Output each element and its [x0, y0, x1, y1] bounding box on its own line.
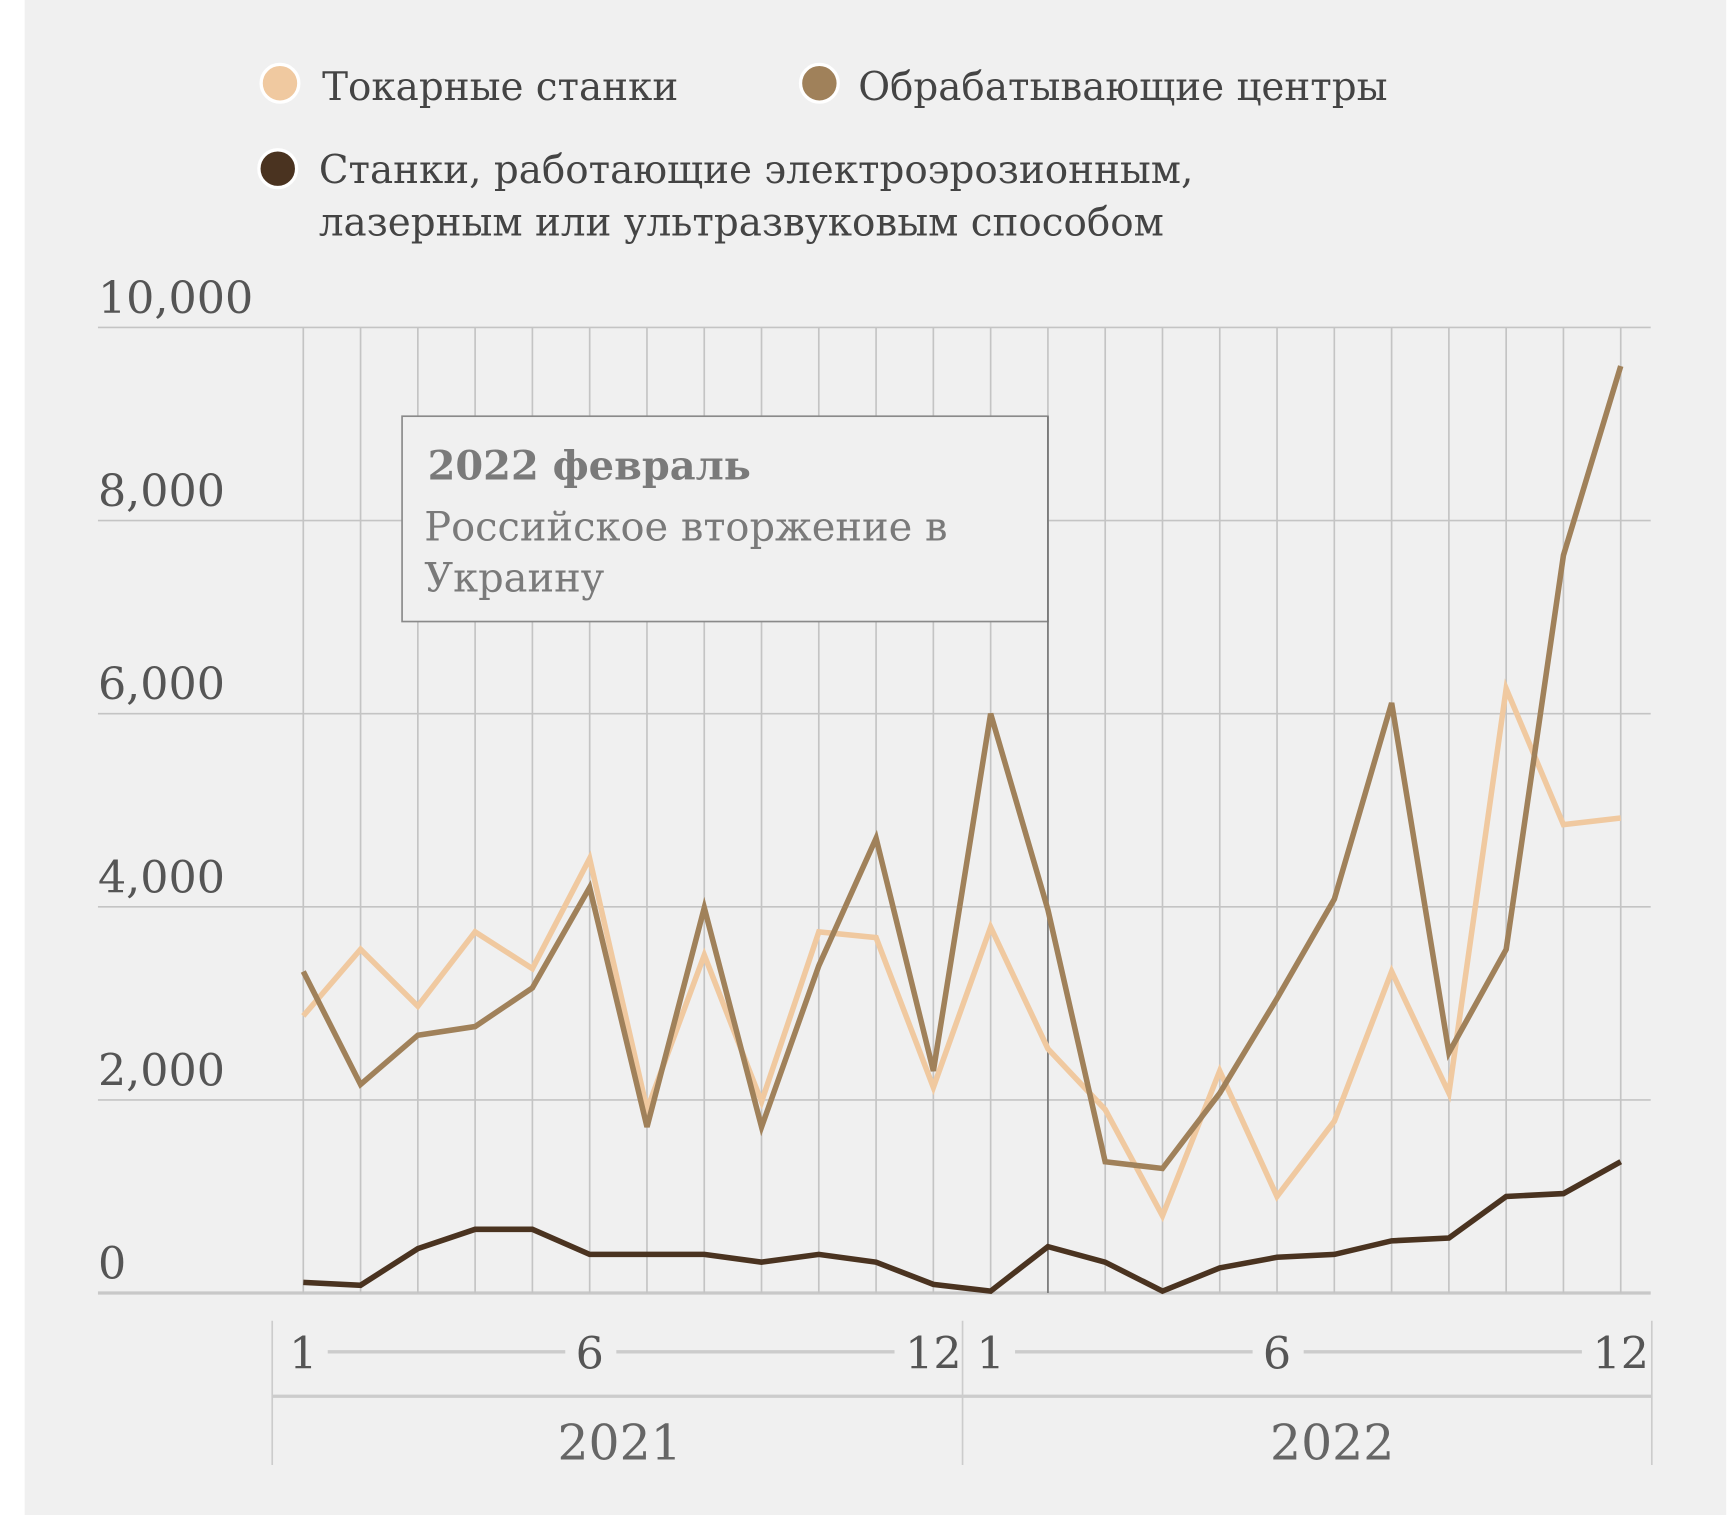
x-year-label: 2022 [1270, 1415, 1394, 1472]
annotation-text: Российское вторжение в [424, 505, 947, 551]
x-year-label: 2021 [557, 1415, 681, 1472]
legend-marker-1 [259, 62, 301, 104]
x-tick-label: 1 [289, 1328, 317, 1379]
y-tick-label: 0 [98, 1239, 126, 1290]
y-tick-label: 10,000 [98, 273, 253, 324]
annotation-text: Украину [424, 556, 604, 602]
legend-marker-3 [257, 148, 299, 190]
legend-label-2: Обрабатывающие центры [858, 65, 1387, 110]
x-tick-label: 12 [1592, 1328, 1648, 1379]
x-tick-label: 6 [1263, 1328, 1291, 1379]
series-line-2 [300, 365, 1624, 1172]
y-tick-label: 2,000 [98, 1045, 225, 1096]
x-tick-label: 12 [905, 1328, 961, 1379]
x-tick-label: 1 [977, 1328, 1005, 1379]
legend-marker-2 [798, 62, 840, 104]
y-tick-label: 6,000 [98, 659, 225, 710]
annotation-title: 2022 февраль [428, 442, 751, 489]
y-tick-label: 8,000 [98, 466, 225, 517]
series-line-1 [301, 678, 1622, 1223]
annotation-box [401, 415, 1049, 623]
x-tick-label: 6 [576, 1328, 604, 1379]
series-line-3 [303, 1159, 1623, 1295]
legend-label-1: Токарные станки [322, 65, 678, 110]
y-tick-label: 4,000 [98, 852, 225, 903]
legend-label-3: лазерным или ультразвуковым способом [319, 200, 1164, 245]
legend-label-3: Станки, работающие электроэрозионным, [319, 148, 1194, 193]
